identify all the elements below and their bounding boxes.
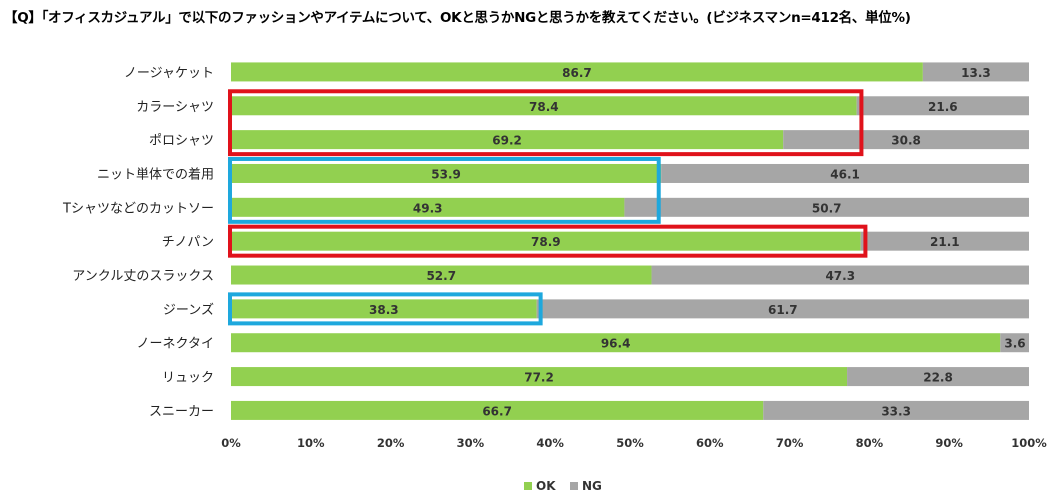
bar-ng — [922, 62, 1029, 82]
value-label-ng: 47.3 — [825, 269, 855, 283]
x-tick-label: 90% — [935, 436, 963, 450]
bar-ok — [231, 367, 848, 387]
bar-ok — [231, 231, 861, 251]
legend-swatch — [570, 482, 578, 490]
bar-ok — [231, 265, 652, 285]
category-label: チノパン — [162, 235, 214, 250]
category-label: ポロシャツ — [149, 134, 214, 149]
bar-ng — [783, 130, 1029, 150]
bar-ng — [847, 367, 1029, 387]
value-label-ng: 50.7 — [812, 201, 842, 215]
x-tick-label: 10% — [297, 436, 325, 450]
bar-ok — [231, 163, 662, 183]
category-label: Tシャツなどのカットソー — [62, 201, 214, 216]
x-tick-label: 80% — [856, 436, 884, 450]
category-label: ニット単体での着用 — [97, 166, 214, 182]
x-tick-label: 0% — [221, 436, 241, 450]
category-label: カラーシャツ — [136, 100, 214, 115]
category-label: リュック — [162, 371, 214, 386]
bar-ng — [651, 265, 1029, 285]
chart-title: 【Q】「オフィスカジュアル」で以下のファッションやアイテムについて、OKと思うか… — [4, 10, 911, 26]
value-label-ng: 22.8 — [923, 371, 953, 385]
value-label-ng: 21.1 — [930, 235, 960, 249]
x-tick-label: 40% — [536, 436, 564, 450]
value-label-ng: 61.7 — [768, 303, 798, 317]
x-tick-label: 60% — [696, 436, 724, 450]
legend-label: NG — [582, 479, 602, 493]
x-tick-label: 70% — [776, 436, 804, 450]
bar-ok — [231, 197, 625, 217]
value-label-ok: 78.9 — [531, 235, 561, 249]
value-label-ok: 38.3 — [369, 303, 399, 317]
bar-ng — [661, 163, 1029, 183]
x-tick-label: 20% — [377, 436, 405, 450]
category-label: ジーンズ — [163, 302, 214, 318]
highlight-box — [228, 89, 864, 157]
category-label: ノージャケット — [124, 66, 214, 81]
bar-ng — [624, 197, 1029, 217]
value-label-ok: 53.9 — [431, 167, 461, 181]
highlight-box — [228, 224, 868, 258]
bar-ng — [856, 96, 1029, 116]
bar-ok — [231, 333, 1001, 353]
value-label-ng: 30.8 — [891, 134, 921, 148]
category-label: アンクル丈のスラックス — [72, 269, 214, 284]
value-label-ok: 77.2 — [524, 371, 554, 385]
value-label-ng: 33.3 — [881, 404, 911, 418]
value-label-ok: 52.7 — [426, 269, 456, 283]
highlight-box — [228, 292, 543, 326]
category-label: スニーカー — [149, 404, 214, 419]
value-label-ok: 66.7 — [482, 404, 512, 418]
value-label-ng: 21.6 — [928, 100, 958, 114]
bar-ng — [536, 299, 1029, 319]
x-tick-label: 30% — [457, 436, 485, 450]
bar-ng — [763, 400, 1029, 420]
bar-ng — [1000, 333, 1029, 353]
bar-ok — [231, 299, 537, 319]
legend-swatch — [524, 482, 532, 490]
value-label-ok: 86.7 — [562, 66, 592, 80]
legend-label: OK — [536, 479, 556, 493]
value-label-ok: 96.4 — [601, 337, 631, 351]
highlight-box — [228, 156, 661, 224]
bar-ok — [231, 96, 857, 116]
bar-ng — [860, 231, 1029, 251]
value-label-ok: 49.3 — [413, 201, 443, 215]
value-label-ok: 69.2 — [492, 134, 522, 148]
x-tick-label: 100% — [1011, 436, 1047, 450]
bar-ok — [231, 62, 923, 82]
category-label: ノーネクタイ — [137, 337, 214, 352]
value-label-ng: 46.1 — [830, 167, 860, 181]
bar-ok — [231, 130, 784, 150]
x-tick-label: 50% — [616, 436, 644, 450]
value-label-ng: 3.6 — [1004, 337, 1025, 351]
bar-ok — [231, 400, 764, 420]
value-label-ok: 78.4 — [529, 100, 559, 114]
value-label-ng: 13.3 — [961, 66, 991, 80]
